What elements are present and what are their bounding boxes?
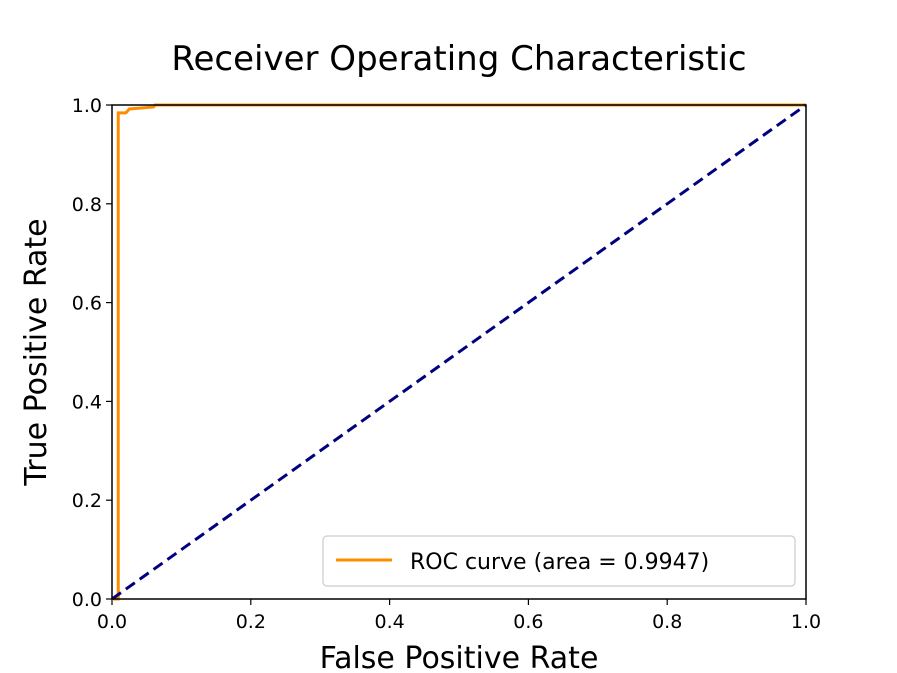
x-tick-label: 0.6 (513, 611, 543, 633)
y-tick-label: 0.2 (72, 490, 102, 512)
y-axis-label: True Positive Rate (19, 218, 54, 486)
y-tick-label: 0.0 (72, 589, 102, 611)
chance-diagonal-line (111, 103, 807, 601)
legend: ROC curve (area = 0.9947) (322, 535, 796, 587)
x-tick-label: 0.2 (236, 611, 266, 633)
y-tick-label: 1.0 (72, 95, 102, 117)
y-tick-label: 0.4 (72, 391, 102, 413)
y-tick-label: 0.6 (72, 293, 102, 315)
x-axis-label: False Positive Rate (320, 641, 599, 673)
plot-frame (111, 104, 807, 600)
x-tick-label: 0.0 (97, 611, 127, 633)
chart-title: Receiver Operating Characteristic (171, 39, 746, 79)
legend-label-roc: ROC curve (area = 0.9947) (410, 550, 709, 575)
x-tick-label: 0.8 (652, 611, 682, 633)
y-tick-label: 0.8 (72, 194, 102, 216)
x-tick-label: 1.0 (791, 611, 821, 633)
x-tick-label: 0.4 (374, 611, 404, 633)
